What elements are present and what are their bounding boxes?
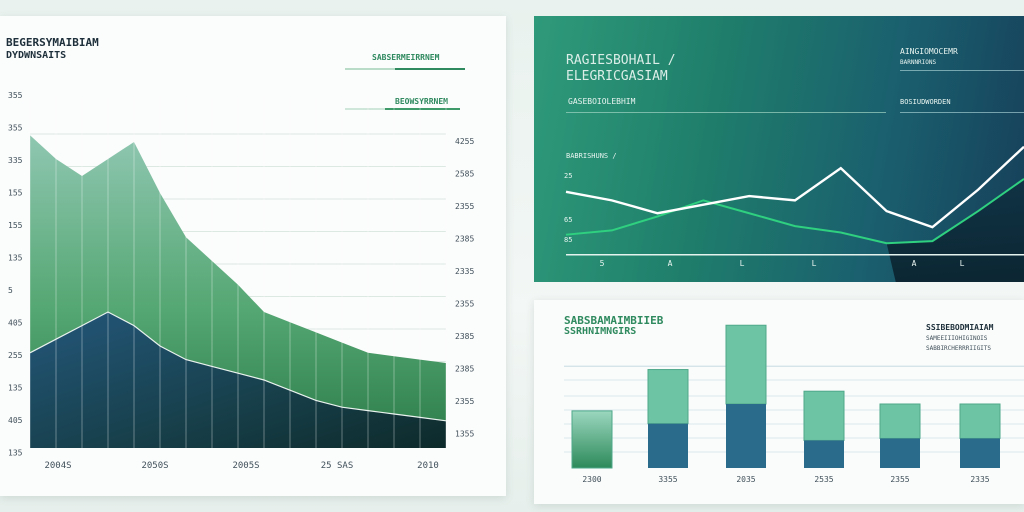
y-tick-label: 25 <box>564 172 572 180</box>
y-tick-label-right: 1355 <box>455 430 474 439</box>
y-tick-label-right: 2355 <box>455 300 474 309</box>
vertical-bands <box>29 98 447 448</box>
chart-title-line-2: DYDWNSAITS <box>6 50 66 61</box>
chart-title-line-1: SABSBAMAIMBIIEB <box>564 314 664 327</box>
x-axis-ticks: 5 A L L A L <box>600 259 965 268</box>
x-tick-label: 3355 <box>658 475 677 484</box>
y-axis-labels-left: 355 355 335 155 155 135 5 405 255 135 405 135 <box>8 91 23 458</box>
y-tick-label-right: 2355 <box>455 397 474 406</box>
bar-lower <box>804 440 844 468</box>
legend-line-2b <box>385 108 460 110</box>
bar-upper <box>725 324 767 405</box>
x-tick-label: L <box>812 259 817 268</box>
y-tick-label: 135 <box>8 384 23 393</box>
y-tick-label: 405 <box>8 319 23 328</box>
chart-title-line-2: ELEGRICGASIAM <box>566 69 668 84</box>
x-tick-label: 2535 <box>814 475 833 484</box>
grid <box>564 365 1024 453</box>
y-tick-label-right: 2385 <box>455 235 474 244</box>
y-tick-label: 155 <box>8 189 23 198</box>
y-tick-label: 5 <box>8 286 13 295</box>
y-tick-label: 355 <box>8 124 23 133</box>
bar-upper <box>803 390 845 441</box>
legend-label-2: BEOWSYRRNEM <box>395 97 448 106</box>
bar-chart-panel: SABSBAMAIMBIIEB SSRHNIMNGIRS SSIBEBODMIA… <box>534 300 1024 504</box>
bar-lower <box>880 438 920 468</box>
x-axis-labels: 2004S 2050S 2005S 25 SAS 2010 <box>44 461 438 471</box>
y-axis-labels-right: 4255 2585 2355 2385 2335 2355 2385 2385 2355 1355 <box>455 137 474 439</box>
legend-line-1: AINGIOMOCEMR <box>900 47 958 56</box>
y-tick-label: 355 <box>8 91 23 100</box>
x-tick-label: 25 SAS <box>321 461 354 471</box>
y-tick-label: 335 <box>8 156 23 165</box>
y-axis-labels: 25 65 85 <box>564 172 572 244</box>
y-tick-label-right: 2355 <box>455 202 474 211</box>
y-tick-label: 85 <box>564 236 572 244</box>
bar-lower <box>648 423 688 468</box>
legend-line-1: SSIBEBODMIAIAM <box>926 323 994 332</box>
legend-label-1: SABSERMEIRRNEM <box>372 53 440 62</box>
y-tick-label: 135 <box>8 254 23 263</box>
bar-upper <box>647 369 689 425</box>
y-tick-label: 65 <box>564 216 572 224</box>
y-tick-label-right: 2385 <box>455 365 474 374</box>
bars <box>571 324 1001 469</box>
x-axis-labels: 2300 3355 2035 2535 2355 2335 <box>582 475 989 484</box>
bar-chart: SABSBAMAIMBIIEB SSRHNIMNGIRS SSIBEBODMIA… <box>564 314 1024 484</box>
legend-line-2: SAMEEIIIOHIGINOIS <box>926 335 988 342</box>
chart-subtitle: GASEBOIOLEBHIM <box>568 97 636 106</box>
y-tick-label: 135 <box>8 449 23 458</box>
x-tick-label: 2355 <box>890 475 909 484</box>
y-tick-label-right: 2385 <box>455 332 474 341</box>
y-tick-label: 405 <box>8 416 23 425</box>
series-area-dark <box>886 178 1024 282</box>
legend-line-1b <box>395 68 465 70</box>
x-tick-label: 5 <box>600 259 605 268</box>
legend-rule <box>900 70 1024 71</box>
bar-upper <box>879 403 921 439</box>
x-tick-label: L <box>960 259 965 268</box>
area-chart-panel: BEGERSYMAIBIAM DYDWNSAITS SABSERMEIRRNEM… <box>0 16 506 496</box>
x-tick-label: 2300 <box>582 475 601 484</box>
x-tick-label: L <box>740 259 745 268</box>
line-chart-panel: RAGIESBOHAIL / ELEGRICGASIAM GASEBOIOLEB… <box>534 16 1024 282</box>
line-chart: RAGIESBOHAIL / ELEGRICGASIAM GASEBOIOLEB… <box>564 47 1024 282</box>
legend-line-2: BARNNRIONS <box>900 59 937 66</box>
chart-title-line-1: RAGIESBOHAIL / <box>566 53 676 68</box>
x-tick-label: 2035 <box>736 475 755 484</box>
x-tick-label: 2004S <box>44 461 71 471</box>
y-tick-label-right: 2585 <box>455 170 474 179</box>
y-tick-label-right: 4255 <box>455 137 474 146</box>
x-tick-label: A <box>668 259 673 268</box>
area-chart: BEGERSYMAIBIAM DYDWNSAITS SABSERMEIRRNEM… <box>6 36 474 471</box>
x-tick-label: 2050S <box>141 461 168 471</box>
legend-line-3: SABBIRCHERRRIIGITS <box>926 345 991 352</box>
y-tick-label-right: 2335 <box>455 267 474 276</box>
series-label: BOSIUDWORDEN <box>900 98 951 106</box>
series-area-lower <box>30 312 446 448</box>
x-tick-label: 2010 <box>417 461 439 471</box>
bar-lower <box>960 438 1000 468</box>
chart-title-line-2: SSRHNIMNGIRS <box>564 326 636 337</box>
subtitle-rule <box>566 112 886 113</box>
bar-upper <box>959 403 1001 439</box>
chart-title-line-1: BEGERSYMAIBIAM <box>6 36 99 49</box>
x-tick-label: 2005S <box>232 461 259 471</box>
mid-label: BABRISHUNS / <box>566 152 617 160</box>
series-line-white <box>565 145 1024 229</box>
x-axis-line <box>566 254 1024 256</box>
bar-lower <box>726 404 766 468</box>
legend: SABSERMEIRRNEM BEOWSYRRNEM <box>345 53 465 110</box>
series-label-rule <box>900 112 1024 113</box>
legend-line-2a <box>345 108 385 110</box>
series-line-lower <box>29 311 447 422</box>
series-line-green <box>565 178 1024 245</box>
x-tick-label: A <box>912 259 917 268</box>
y-tick-label: 155 <box>8 221 23 230</box>
y-tick-label: 255 <box>8 351 23 360</box>
legend-line-1a <box>345 68 395 70</box>
bar-upper <box>571 410 613 469</box>
x-tick-label: 2335 <box>970 475 989 484</box>
